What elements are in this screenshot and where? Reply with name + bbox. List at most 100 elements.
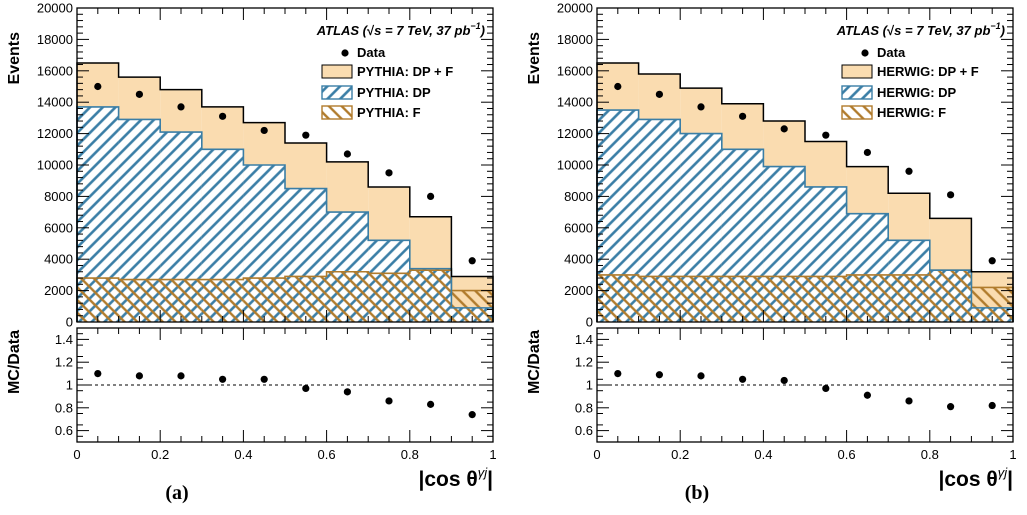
x-tick-label: 0.2 [671, 447, 689, 462]
series-line-dp [596, 109, 1014, 322]
data-point [302, 131, 310, 139]
bar-f [721, 276, 764, 322]
legend-label-dp: HERWIG: DP [877, 85, 957, 100]
ratio-y-tick-label: 0.8 [55, 400, 73, 415]
x-tick-label: 0 [73, 447, 80, 462]
data-point [177, 103, 185, 111]
ratio-point [905, 397, 913, 405]
ratio-point [697, 372, 705, 380]
bar-f [409, 270, 452, 322]
panel-label-b: (b) [684, 482, 710, 504]
data-point [739, 112, 747, 120]
bar-f [77, 278, 119, 322]
ratio-y-tick-label: 1.4 [55, 332, 73, 347]
ratio-y-tick-label: 1 [586, 378, 593, 393]
legend-label-dp: PYTHIA: DP [357, 85, 431, 100]
x-axis-label: |cos θγj| [938, 465, 1013, 491]
y-tick-label: 2000 [564, 283, 593, 298]
bar-f [326, 271, 369, 322]
data-point [260, 126, 268, 135]
legend-label-dp-f: PYTHIA: DP + F [357, 64, 453, 79]
ratio-point [947, 403, 955, 411]
atlas-annotation: ATLAS (√s = 7 TeV, 37 pb−1) [836, 21, 1005, 38]
series-line-f [76, 269, 494, 322]
y-tick-label: 10000 [37, 158, 73, 173]
legend-swatch-dp [321, 85, 353, 100]
y-tick-label: 14000 [557, 95, 593, 110]
y-tick-label: 6000 [564, 220, 593, 235]
bar-f [160, 279, 202, 322]
ratio-point [468, 411, 476, 419]
y-tick-label: 4000 [44, 252, 73, 267]
data-point [863, 148, 872, 157]
data-point [822, 131, 830, 139]
ratio-y-axis-label: MC/Data [6, 330, 23, 394]
ratio-point [385, 397, 393, 405]
x-axis-label-close: | [487, 468, 493, 491]
bar-f [285, 276, 327, 322]
ratio-y-axis-label: MC/Data [526, 330, 543, 394]
ratio-y-tick-label: 1 [66, 378, 73, 393]
data-point [905, 167, 913, 175]
data-point [427, 192, 435, 200]
x-tick-label: 0.4 [754, 447, 772, 462]
ratio-y-tick-label: 0.8 [575, 400, 593, 415]
data-point [947, 191, 955, 199]
data-point [468, 257, 476, 265]
legend-swatch-dp [841, 85, 873, 100]
ratio-point [780, 376, 788, 385]
data-point [614, 82, 622, 91]
series-line-dp [76, 106, 494, 322]
data-point [655, 90, 664, 98]
bar-f [118, 279, 161, 322]
ratio-y-tick-label: 1.2 [55, 355, 73, 370]
atlas-annotation: ATLAS (√s = 7 TeV, 37 pb−1) [316, 21, 485, 38]
annotation-sqrt: √ [887, 23, 895, 38]
y-tick-label: 0 [66, 315, 73, 330]
data-point [343, 150, 351, 158]
annotation-sup: −1 [990, 21, 1000, 31]
chart-panel-b: 0 2000 4000 6000 8000 10000 12000 14000 16000 180… [526, 1, 1017, 492]
y-tick-label: 4000 [564, 252, 593, 267]
ratio-y-tick-label: 0.6 [55, 423, 73, 438]
ratio-point [427, 400, 435, 408]
legend-swatch-dp-f [841, 64, 873, 79]
legend-swatch-f [841, 105, 873, 120]
y-tick-label: 6000 [44, 220, 73, 235]
y-tick-label: 2000 [44, 283, 73, 298]
y-axis-label: Events [6, 32, 23, 85]
annotation-sup: −1 [470, 21, 480, 31]
annotation-prefix: ATLAS ( [836, 23, 889, 38]
ratio-point [863, 391, 872, 399]
ratio-y-tick-label: 1.2 [575, 355, 593, 370]
ratio-point [343, 388, 351, 396]
x-tick-label: 0.8 [401, 447, 419, 462]
y-tick-label: 18000 [37, 32, 73, 47]
y-tick-label: 12000 [557, 126, 593, 141]
ratio-point [739, 375, 747, 383]
bar-f [805, 276, 847, 322]
y-tick-label: 8000 [44, 189, 73, 204]
ratio-point [219, 375, 227, 383]
chart-panel-a: 0 2000 4000 6000 8000 10000 12000 14000 16000 180… [6, 1, 497, 492]
x-tick-label: 1 [1009, 447, 1016, 462]
data-point [94, 82, 102, 91]
x-axis-label: |cos θγj| [418, 465, 493, 491]
data-point [697, 103, 705, 111]
legend-marker-data [861, 49, 869, 57]
ratio-point [822, 384, 830, 393]
y-tick-label: 20000 [557, 1, 593, 16]
y-tick-label: 20000 [37, 1, 73, 16]
panel-label-a: (a) [165, 482, 189, 504]
x-tick-label: 0.8 [921, 447, 939, 462]
ratio-point [135, 372, 143, 380]
legend-label-f: PYTHIA: F [357, 105, 421, 120]
y-axis-label: Events [526, 32, 543, 85]
bar-f [243, 278, 285, 322]
x-tick-label: 0.4 [234, 447, 252, 462]
y-tick-label: 8000 [564, 189, 593, 204]
series-line-dp-f [596, 62, 1014, 322]
bar-f [888, 274, 930, 322]
annotation-suffix: ) [999, 23, 1005, 38]
legend-marker-data [341, 49, 349, 57]
